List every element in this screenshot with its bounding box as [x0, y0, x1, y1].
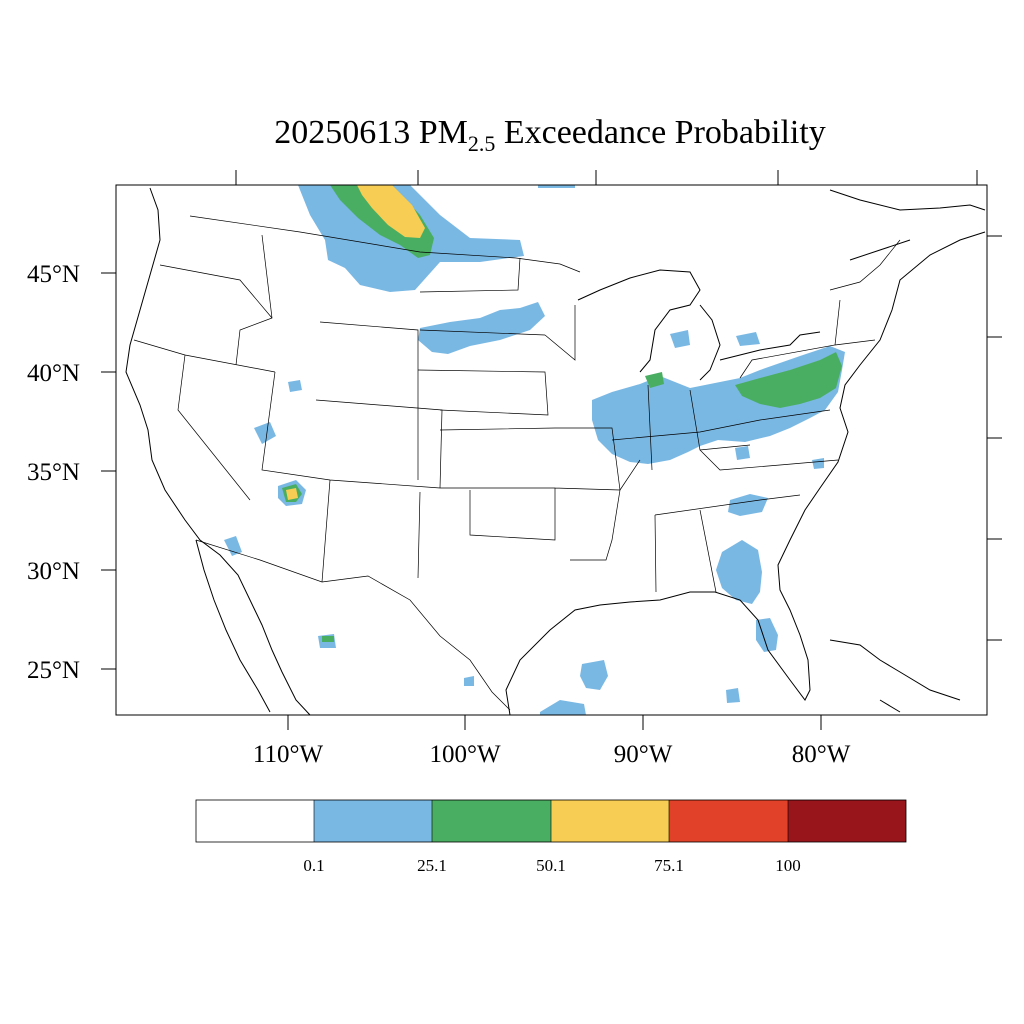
- map-title: 20250613 PM2.5 Exceedance Probability: [274, 114, 826, 156]
- green-mexico-spot: [322, 636, 334, 642]
- us-canada-border: [189, 215, 901, 291]
- colorbar-label: 25.1: [417, 856, 447, 875]
- map-panel: [101, 170, 1002, 730]
- great-lakes: [577, 269, 821, 381]
- green-mid-atlantic: [735, 352, 842, 408]
- west-coast: [125, 187, 311, 716]
- colorbar-bin: [314, 800, 432, 842]
- plume-yellow-north: [357, 185, 425, 238]
- eastern-states: [570, 299, 876, 593]
- colorbar-bin: [551, 800, 669, 842]
- map-frame: [115, 184, 988, 716]
- blue-gulf-east: [726, 688, 740, 703]
- central-states: [417, 257, 621, 541]
- blue-nevada-spot: [288, 380, 302, 392]
- lon-label: 80°W: [792, 741, 851, 768]
- blue-appalachia-spot: [735, 446, 750, 460]
- blue-michigan-spot: [670, 330, 690, 348]
- colorbar-bin: [788, 800, 906, 842]
- blue-gulf-patch: [580, 660, 608, 690]
- blue-georgia-north: [728, 494, 768, 516]
- lat-label: 25°N: [27, 657, 80, 684]
- baja-coast: [195, 539, 271, 713]
- blue-band-north-central: [418, 302, 545, 354]
- colorbar-label: 75.1: [654, 856, 684, 875]
- blue-utah-spot: [254, 422, 276, 444]
- colorbar-bin: [669, 800, 788, 842]
- colorbar-label: 50.1: [536, 856, 566, 875]
- lat-label: 40°N: [27, 360, 80, 387]
- colorbar-label: 0.1: [303, 856, 324, 875]
- longitude-labels: 110°W 100°W 90°W 80°W: [253, 741, 851, 768]
- probability-fills: [224, 185, 845, 715]
- blue-nc-spot: [812, 458, 824, 469]
- lat-label: 45°N: [27, 261, 80, 288]
- lon-label: 110°W: [253, 741, 324, 768]
- yellow-arizona: [286, 488, 298, 500]
- colorbar: 0.1 25.1 50.1 75.1 100: [195, 799, 907, 875]
- lon-label: 100°W: [429, 741, 500, 768]
- blue-erie-spot: [736, 332, 760, 346]
- lat-label: 30°N: [27, 558, 80, 585]
- map-background: [116, 185, 987, 715]
- lon-label: 90°W: [614, 741, 673, 768]
- colorbar-bin: [196, 800, 314, 842]
- lat-label: 35°N: [27, 459, 80, 486]
- blue-georgia: [716, 540, 762, 604]
- latitude-labels: 45°N 40°N 35°N 30°N 25°N: [27, 261, 80, 684]
- blue-sonora-spot: [224, 536, 242, 556]
- colorbar-bin: [432, 800, 551, 842]
- blue-canada-top: [538, 185, 575, 188]
- gulf-coast: [505, 231, 986, 716]
- us-mexico-border: [195, 539, 511, 711]
- boundaries: [133, 215, 901, 711]
- colorbar-label: 100: [775, 856, 801, 875]
- coastlines: [125, 187, 986, 716]
- blue-gulf-south: [540, 700, 586, 715]
- blue-florida: [756, 618, 778, 652]
- blue-gulf-small: [464, 676, 474, 686]
- green-ohio-spot: [645, 372, 664, 388]
- canada-coast: [829, 189, 986, 261]
- caribbean-islands: [829, 639, 961, 713]
